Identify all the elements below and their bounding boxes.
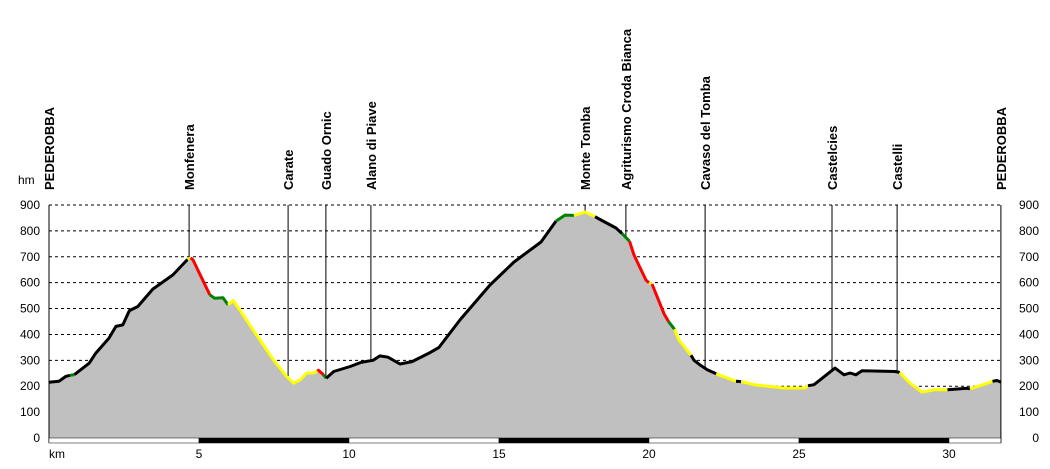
y-tick-label-right: 300 <box>1019 353 1039 367</box>
waypoint-labels: PEDEROBBA Monfenera Carate Guado Ornic Alano… <box>42 28 1009 190</box>
y-axis-unit: hm <box>18 173 35 187</box>
profile-segment-black <box>948 388 971 390</box>
x-tick-label: 10 <box>342 447 356 461</box>
km-scale-bar <box>199 438 349 443</box>
y-tick-label-right: 900 <box>1019 198 1039 212</box>
profile-segment-green <box>70 375 75 376</box>
x-tick-label: 15 <box>492 447 506 461</box>
x-tick-label: 20 <box>642 447 656 461</box>
y-tick-label-left: 400 <box>20 327 40 341</box>
km-scale-bar <box>499 438 649 443</box>
waypoint-label: Monte Tomba <box>578 106 593 190</box>
y-tick-label-left: 0 <box>33 431 40 445</box>
waypoint-label: Agriturismo Croda Bianca <box>619 28 634 190</box>
y-tick-label-right: 0 <box>1032 431 1039 445</box>
y-tick-label-left: 700 <box>20 250 40 264</box>
x-axis-unit: km <box>49 447 65 461</box>
y-tick-label-right: 100 <box>1019 405 1039 419</box>
y-tick-label-right: 400 <box>1019 327 1039 341</box>
waypoint-label: PEDEROBBA <box>42 106 57 190</box>
x-tick-label: 5 <box>196 447 203 461</box>
y-tick-label-left: 600 <box>20 276 40 290</box>
waypoint-label: Castelcies <box>825 126 840 190</box>
y-tick-label-right: 700 <box>1019 250 1039 264</box>
y-tick-label-right: 600 <box>1019 276 1039 290</box>
y-tick-label-left: 500 <box>20 302 40 316</box>
y-tick-label-right: 800 <box>1019 224 1039 238</box>
x-tick-label: 30 <box>942 447 956 461</box>
km-scale-bar <box>349 438 499 443</box>
profile-segment-yellow <box>649 283 652 284</box>
waypoint-label: Carate <box>281 150 296 190</box>
y-tick-label-left: 800 <box>20 224 40 238</box>
y-tick-label-left: 300 <box>20 353 40 367</box>
elevation-fill <box>49 212 1001 438</box>
x-tick-label: 25 <box>792 447 806 461</box>
km-scale-bar <box>799 438 949 443</box>
waypoint-label: Cavaso del Tomba <box>698 75 713 190</box>
waypoint-label: Guado Ornic <box>319 111 334 190</box>
km-scale-bar <box>649 438 799 443</box>
y-tick-label-right: 500 <box>1019 302 1039 316</box>
profile-area <box>49 212 1001 438</box>
profile-segment-black <box>993 381 1001 383</box>
waypoint-label: Alano di Piave <box>364 101 379 190</box>
km-scale-bar <box>49 438 199 443</box>
km-scale-bar <box>949 438 1001 443</box>
y-tick-label-right: 200 <box>1019 379 1039 393</box>
y-tick-label-left: 200 <box>20 379 40 393</box>
waypoint-label: Castelli <box>890 144 905 190</box>
y-tick-label-left: 100 <box>20 405 40 419</box>
waypoint-label: Monfenera <box>182 124 197 191</box>
waypoint-label: PEDEROBBA <box>994 106 1009 190</box>
y-tick-label-left: 900 <box>20 198 40 212</box>
